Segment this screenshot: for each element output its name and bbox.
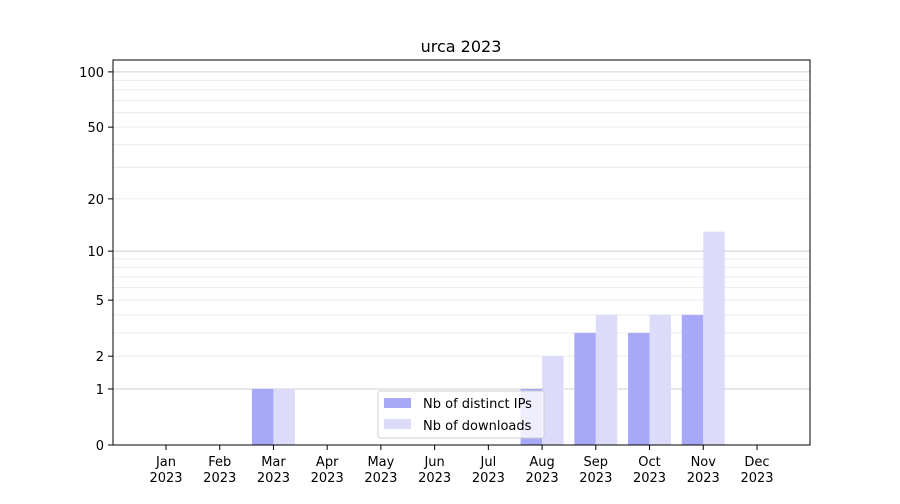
x-tick-label-month: Nov <box>691 455 717 470</box>
y-tick-label: 10 <box>87 245 104 260</box>
x-tick-label-year: 2023 <box>364 471 397 486</box>
x-tick-label-year: 2023 <box>203 471 236 486</box>
legend-swatch-ips <box>384 398 411 408</box>
y-tick-label: 5 <box>96 294 104 309</box>
bar-distinct-ips <box>628 332 650 445</box>
x-tick-label-month: Jan <box>155 455 176 470</box>
x-tick-label-month: Oct <box>638 455 660 470</box>
legend-label-downloads: Nb of downloads <box>423 419 532 434</box>
x-tick-label-year: 2023 <box>149 471 182 486</box>
y-tick-label: 0 <box>96 439 104 454</box>
x-tick-label-month: Dec <box>744 455 769 470</box>
x-tick-label-month: Jul <box>480 455 497 470</box>
x-tick-label-year: 2023 <box>687 471 720 486</box>
x-tick-label-year: 2023 <box>740 471 773 486</box>
y-tick-label: 50 <box>87 121 104 136</box>
plot-frame <box>112 59 811 446</box>
y-tick-label: 100 <box>79 66 104 81</box>
legend-box <box>377 390 545 439</box>
x-tick-label-month: Jun <box>423 455 444 470</box>
x-tick-label-month: Aug <box>529 455 554 470</box>
legend: Nb of distinct IPs Nb of downloads <box>377 390 545 439</box>
y-tick-label: 20 <box>87 193 104 208</box>
x-tick-label-year: 2023 <box>311 471 344 486</box>
y-tick-label: 1 <box>96 383 104 398</box>
x-tick-label-month: Sep <box>584 455 609 470</box>
bar-distinct-ips <box>574 332 596 445</box>
x-tick-label-year: 2023 <box>633 471 666 486</box>
x-tick-label-month: May <box>367 455 394 470</box>
x-tick-label-year: 2023 <box>418 471 451 486</box>
chart-title: urca 2023 <box>421 37 502 56</box>
bar-distinct-ips <box>681 314 704 445</box>
y-tick-label: 2 <box>96 350 104 365</box>
x-tick-label-month: Feb <box>208 455 231 470</box>
bar-downloads <box>649 314 672 445</box>
x-tick-label-month: Mar <box>261 455 286 470</box>
x-tick-label-year: 2023 <box>257 471 290 486</box>
legend-swatch-downloads <box>384 419 411 429</box>
bar-downloads <box>273 388 295 445</box>
legend-label-ips: Nb of distinct IPs <box>423 397 532 412</box>
x-tick-label-year: 2023 <box>526 471 559 486</box>
x-tick-label-month: Apr <box>316 455 339 470</box>
x-tick-label-year: 2023 <box>472 471 505 486</box>
bar-distinct-ips <box>251 388 274 445</box>
bar-downloads <box>542 356 564 445</box>
x-tick-label-year: 2023 <box>579 471 612 486</box>
bar-downloads <box>595 314 618 445</box>
bar-downloads <box>703 231 725 445</box>
